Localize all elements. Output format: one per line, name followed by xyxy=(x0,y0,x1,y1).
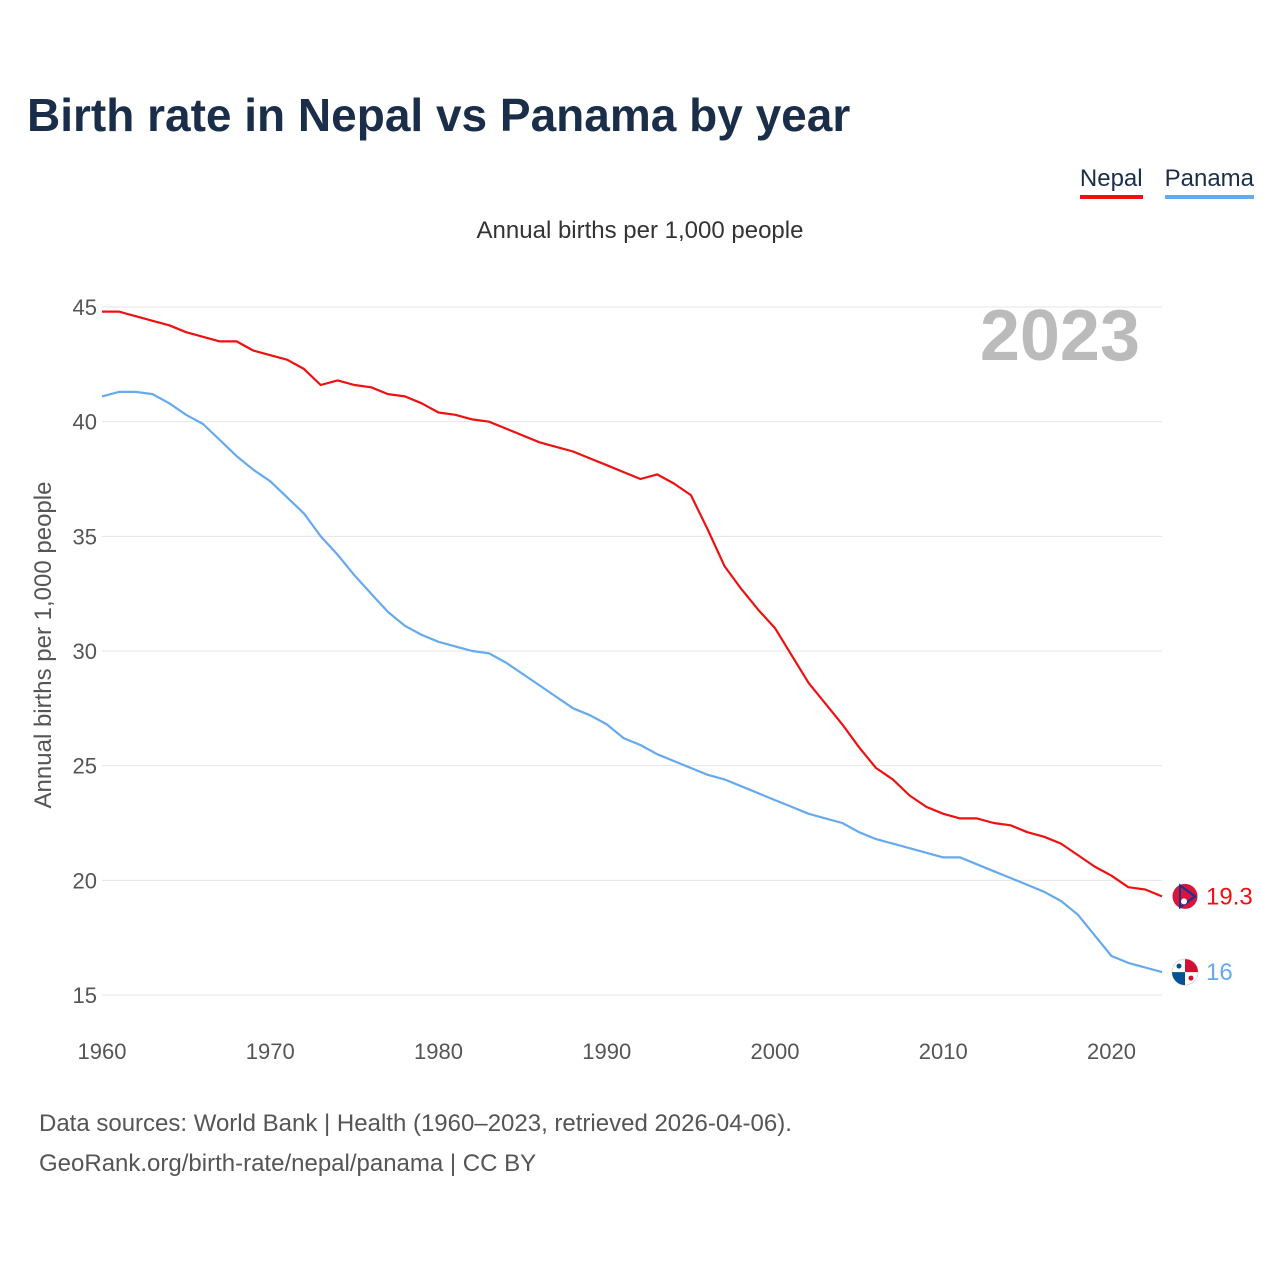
x-axis-ticks: 1960 1970 1980 1990 2000 2010 2020 xyxy=(78,1039,1136,1064)
x-tick-label: 1970 xyxy=(246,1039,295,1064)
line-chart: 15 20 25 30 35 40 45 1960 1970 1980 1990 2000 2010 2… xyxy=(30,295,1253,1064)
year-label: 2023 xyxy=(980,296,1140,376)
legend: Nepal Panama xyxy=(1079,165,1254,199)
y-tick-label: 15 xyxy=(73,983,97,1008)
legend-item-nepal[interactable]: Nepal xyxy=(1079,165,1143,199)
series-line-nepal[interactable] xyxy=(102,310,1163,898)
y-tick-label: 45 xyxy=(73,295,97,320)
end-value-label-panama: 16 xyxy=(1206,959,1233,986)
flag-sun xyxy=(1181,898,1187,905)
x-tick-label: 2010 xyxy=(919,1039,968,1064)
series-lines xyxy=(101,310,1163,974)
data-source-text: Data sources: World Bank | Health (1960–… xyxy=(39,1110,792,1137)
y-tick-label: 35 xyxy=(73,524,97,549)
flag-icon-nepal xyxy=(1171,882,1199,910)
gridlines xyxy=(102,306,1162,996)
series-end-markers: 19.3 16 xyxy=(1171,882,1253,986)
flag-quarter-red xyxy=(1185,959,1198,973)
flag-star-red xyxy=(1188,975,1194,981)
x-tick-label: 1960 xyxy=(78,1039,127,1064)
x-tick-label: 1990 xyxy=(582,1039,631,1064)
source-url-text[interactable]: GeoRank.org/birth-rate/nepal/panama | CC… xyxy=(39,1150,537,1177)
flag-quarter-blue xyxy=(1172,972,1185,986)
flag-icon-panama xyxy=(1171,958,1199,986)
y-tick-label: 30 xyxy=(73,639,97,664)
legend-item-panama[interactable]: Panama xyxy=(1164,165,1254,199)
flag-star-blue xyxy=(1176,963,1182,969)
end-value-label-nepal: 19.3 xyxy=(1206,883,1253,910)
chart-subtitle: Annual births per 1,000 people xyxy=(476,217,804,244)
footer: Data sources: World Bank | Health (1960–… xyxy=(39,1104,792,1184)
x-tick-label: 2020 xyxy=(1087,1039,1136,1064)
y-tick-label: 20 xyxy=(73,868,97,893)
y-tick-label: 25 xyxy=(73,754,97,779)
y-axis-label: Annual births per 1,000 people xyxy=(30,482,57,809)
chart-title: Birth rate in Nepal vs Panama by year xyxy=(27,89,851,141)
x-tick-label: 1980 xyxy=(414,1039,463,1064)
series-line-panama[interactable] xyxy=(101,390,1163,974)
y-tick-label: 40 xyxy=(73,410,97,435)
x-tick-label: 2000 xyxy=(751,1039,800,1064)
y-axis-ticks: 15 20 25 30 35 40 45 xyxy=(73,295,97,1008)
